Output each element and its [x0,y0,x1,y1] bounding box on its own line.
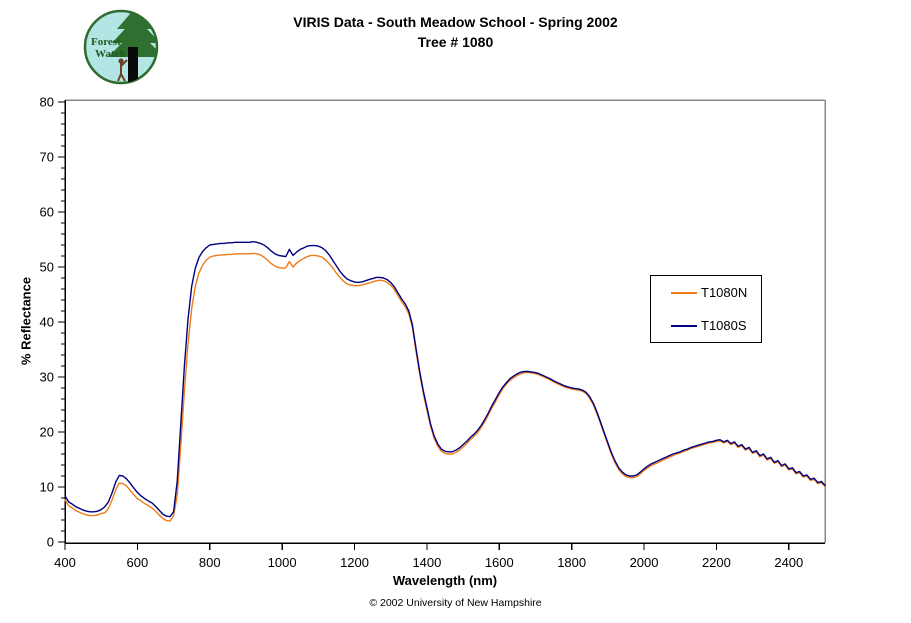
person-icon [117,58,128,82]
svg-text:1000: 1000 [268,555,297,570]
svg-text:1400: 1400 [412,555,441,570]
legend-label: T1080N [701,285,748,300]
svg-text:800: 800 [199,555,221,570]
footer-copyright: © 2002 University of New Hampshire [369,597,542,609]
series-line-T1080S [64,240,826,518]
svg-text:1600: 1600 [485,555,514,570]
svg-text:20: 20 [40,425,54,440]
y-tick-labels: 0 10 20 30 40 50 60 70 80 [40,95,54,550]
x-tick-labels: 400 600 800 1000 1200 1400 1600 1800 2000 2200 240… [54,555,803,570]
svg-text:80: 80 [40,95,54,110]
series-line-T1080N [64,252,826,522]
logo-text-line1: Forest [91,36,121,48]
svg-text:2000: 2000 [630,555,659,570]
svg-text:600: 600 [127,555,149,570]
legend-item: T1080S [651,319,761,332]
y-axis [58,100,66,543]
series-t1080s-line [64,240,826,518]
plot-border [65,99,826,543]
svg-text:70: 70 [40,150,54,165]
forest-watch-logo: Forest Watch [83,9,159,85]
pine-tree-icon [108,11,157,83]
legend: T1080N T1080S [650,275,762,343]
svg-text:2200: 2200 [702,555,731,570]
legend-item: T1080N [651,286,761,299]
legend-swatch [671,291,697,294]
x-axis [64,542,825,550]
y-axis-label: % Reflectance [18,276,34,366]
svg-text:400: 400 [54,555,76,570]
svg-text:0: 0 [47,535,54,550]
chart-title: VIRIS Data - South Meadow School - Sprin… [293,14,618,30]
svg-text:60: 60 [40,205,54,220]
series-t1080n-line [64,252,826,522]
svg-text:30: 30 [40,370,54,385]
logo-text-line2: Watch [95,48,126,60]
svg-text:10: 10 [40,480,54,495]
x-axis-label: Wavelength (nm) [392,573,498,588]
svg-text:1800: 1800 [557,555,586,570]
svg-text:2400: 2400 [774,555,803,570]
svg-text:1200: 1200 [340,555,369,570]
chart-subtitle: Tree # 1080 [417,34,494,50]
legend-label: T1080S [701,318,747,333]
svg-text:50: 50 [40,260,54,275]
svg-text:40: 40 [40,315,54,330]
chart-title-block: VIRIS Data - South Meadow School - Sprin… [0,12,911,52]
legend-swatch [671,324,697,327]
